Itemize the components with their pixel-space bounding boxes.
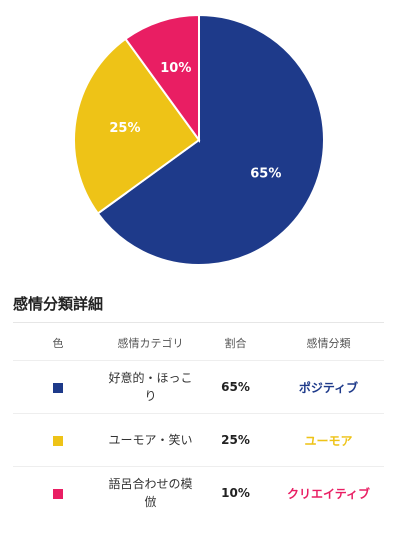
- header-color: 色: [13, 326, 103, 361]
- table-row: 語呂合わせの模倣 10% クリエイティブ: [13, 467, 384, 520]
- color-swatch: [53, 382, 63, 393]
- header-type: 感情分類: [273, 326, 384, 361]
- pie-slice-label: 65%: [250, 167, 281, 182]
- header-ratio: 割合: [198, 326, 273, 361]
- table-row: 好意的・ほっこり 65% ポジティブ: [13, 360, 384, 414]
- emotion-type: クリエイティブ: [286, 486, 371, 501]
- pie-chart: 65% 25% 10%: [73, 13, 325, 266]
- title-divider: [13, 322, 384, 323]
- emotion-table: 色 感情カテゴリ 割合 感情分類 好意的・ほっこり 65% ポジティブ ユーモア…: [13, 326, 384, 519]
- header-category: 感情カテゴリ: [103, 326, 198, 361]
- category-name: ユーモア・笑い: [108, 433, 193, 447]
- color-swatch: [53, 488, 63, 499]
- emotion-type: ユーモア: [304, 433, 353, 448]
- ratio-value: 10%: [221, 486, 250, 500]
- pie-slice-label: 10%: [160, 61, 191, 76]
- emotion-type: ポジティブ: [298, 380, 359, 395]
- pie-slice-label: 25%: [109, 121, 140, 136]
- table-row: ユーモア・笑い 25% ユーモア: [13, 413, 384, 467]
- category-name: 語呂合わせの模倣: [108, 477, 193, 509]
- pie-slice: [96, 13, 325, 266]
- section-title: 感情分類詳細: [13, 295, 104, 313]
- table-header-row: 色 感情カテゴリ 割合 感情分類: [13, 326, 384, 361]
- ratio-value: 25%: [221, 433, 250, 447]
- pie-slice: [73, 37, 201, 215]
- ratio-value: 65%: [221, 380, 250, 394]
- category-name: 好意的・ほっこり: [108, 371, 193, 403]
- pie-chart-svg: 65% 25% 10%: [73, 13, 325, 266]
- pie-slice: [124, 13, 200, 144]
- color-swatch: [53, 435, 63, 446]
